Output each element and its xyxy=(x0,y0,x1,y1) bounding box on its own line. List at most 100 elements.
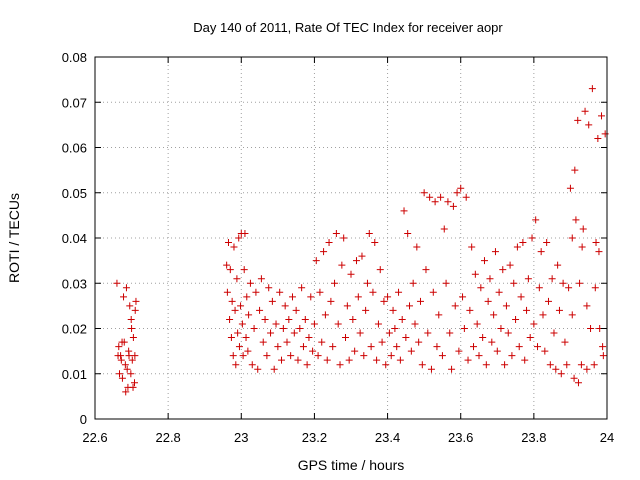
data-point xyxy=(274,343,282,351)
data-point xyxy=(554,261,562,269)
data-point xyxy=(235,343,243,351)
data-point xyxy=(126,302,134,310)
data-point xyxy=(539,311,547,319)
data-point xyxy=(131,306,139,314)
data-point xyxy=(224,239,232,247)
data-point xyxy=(292,306,300,314)
data-point xyxy=(290,329,298,337)
data-point xyxy=(385,329,393,337)
data-point xyxy=(270,365,278,373)
data-point xyxy=(413,243,421,251)
y-tick-label: 0.03 xyxy=(62,276,87,291)
data-point xyxy=(587,325,595,332)
axis-ticks: 0 0.01 0.02 0.03 0.04 0.05 0.06 0.07 0.08 22.6 22.… xyxy=(62,50,615,445)
data-point xyxy=(523,306,531,314)
data-point xyxy=(433,343,441,351)
data-point xyxy=(294,356,302,364)
data-point xyxy=(449,202,457,210)
data-point xyxy=(429,288,437,296)
data-point xyxy=(305,334,313,342)
data-point xyxy=(241,229,249,237)
data-point xyxy=(261,315,269,323)
data-point xyxy=(471,270,479,278)
data-point xyxy=(232,361,240,369)
data-point xyxy=(113,279,121,287)
data-point xyxy=(402,334,410,342)
data-point xyxy=(513,243,521,251)
data-point xyxy=(234,329,242,337)
y-tick-label: 0.07 xyxy=(62,95,87,110)
x-axis-label: GPS time / hours xyxy=(298,457,405,473)
data-point xyxy=(257,275,265,283)
data-point xyxy=(233,275,241,283)
data-point xyxy=(327,297,335,305)
data-point xyxy=(120,293,128,301)
data-point xyxy=(345,356,353,364)
data-point xyxy=(265,284,273,292)
data-point xyxy=(566,184,574,192)
data-point xyxy=(590,361,598,369)
y-tick-label: 0.05 xyxy=(62,186,87,201)
data-point xyxy=(548,275,556,283)
data-point xyxy=(488,338,496,346)
data-point xyxy=(318,338,326,346)
data-point xyxy=(298,284,306,292)
data-point xyxy=(246,279,254,287)
data-point xyxy=(431,198,439,206)
data-point xyxy=(285,315,293,323)
data-point xyxy=(132,297,140,305)
data-point xyxy=(568,234,576,242)
data-point xyxy=(373,356,381,364)
data-point xyxy=(309,347,317,355)
data-point xyxy=(504,329,512,337)
data-point xyxy=(578,243,586,251)
data-point xyxy=(515,343,523,351)
data-point xyxy=(279,325,287,332)
data-point xyxy=(457,184,465,192)
data-point xyxy=(559,279,567,287)
data-point xyxy=(512,315,520,323)
data-point xyxy=(418,361,426,369)
data-point xyxy=(473,320,481,328)
data-point xyxy=(490,311,498,319)
data-point xyxy=(223,288,231,296)
y-tick-label: 0.06 xyxy=(62,141,87,156)
data-point xyxy=(528,234,536,242)
data-point xyxy=(440,225,448,233)
data-point xyxy=(438,352,446,360)
data-point xyxy=(338,261,346,269)
data-point xyxy=(374,320,382,328)
data-point xyxy=(555,306,563,314)
data-point xyxy=(336,361,344,369)
data-point xyxy=(121,361,129,369)
data-point xyxy=(435,311,443,319)
y-tick-label: 0.08 xyxy=(62,50,87,65)
x-tick-label: 22.8 xyxy=(155,430,180,445)
data-point xyxy=(329,343,337,351)
data-point xyxy=(352,257,360,265)
data-point xyxy=(349,315,357,323)
data-point xyxy=(331,279,339,287)
data-point xyxy=(537,248,545,256)
x-tick-label: 22.6 xyxy=(82,430,107,445)
data-point xyxy=(466,306,474,314)
data-point xyxy=(493,347,501,355)
data-point xyxy=(526,334,534,342)
data-point xyxy=(263,352,271,360)
data-point xyxy=(115,343,123,351)
chart-title: Day 140 of 2011, Rate Of TEC Index for r… xyxy=(193,20,503,35)
data-point xyxy=(347,270,355,278)
data-point xyxy=(226,266,234,274)
data-point xyxy=(446,329,454,337)
data-point xyxy=(595,248,603,256)
data-point xyxy=(459,293,467,301)
data-point xyxy=(510,279,518,287)
data-point xyxy=(544,297,552,305)
data-point xyxy=(122,388,130,396)
data-point xyxy=(427,365,435,373)
data-point xyxy=(360,352,368,360)
data-point xyxy=(240,266,248,274)
data-point xyxy=(565,284,573,292)
data-point xyxy=(601,130,609,138)
data-point xyxy=(231,306,239,314)
